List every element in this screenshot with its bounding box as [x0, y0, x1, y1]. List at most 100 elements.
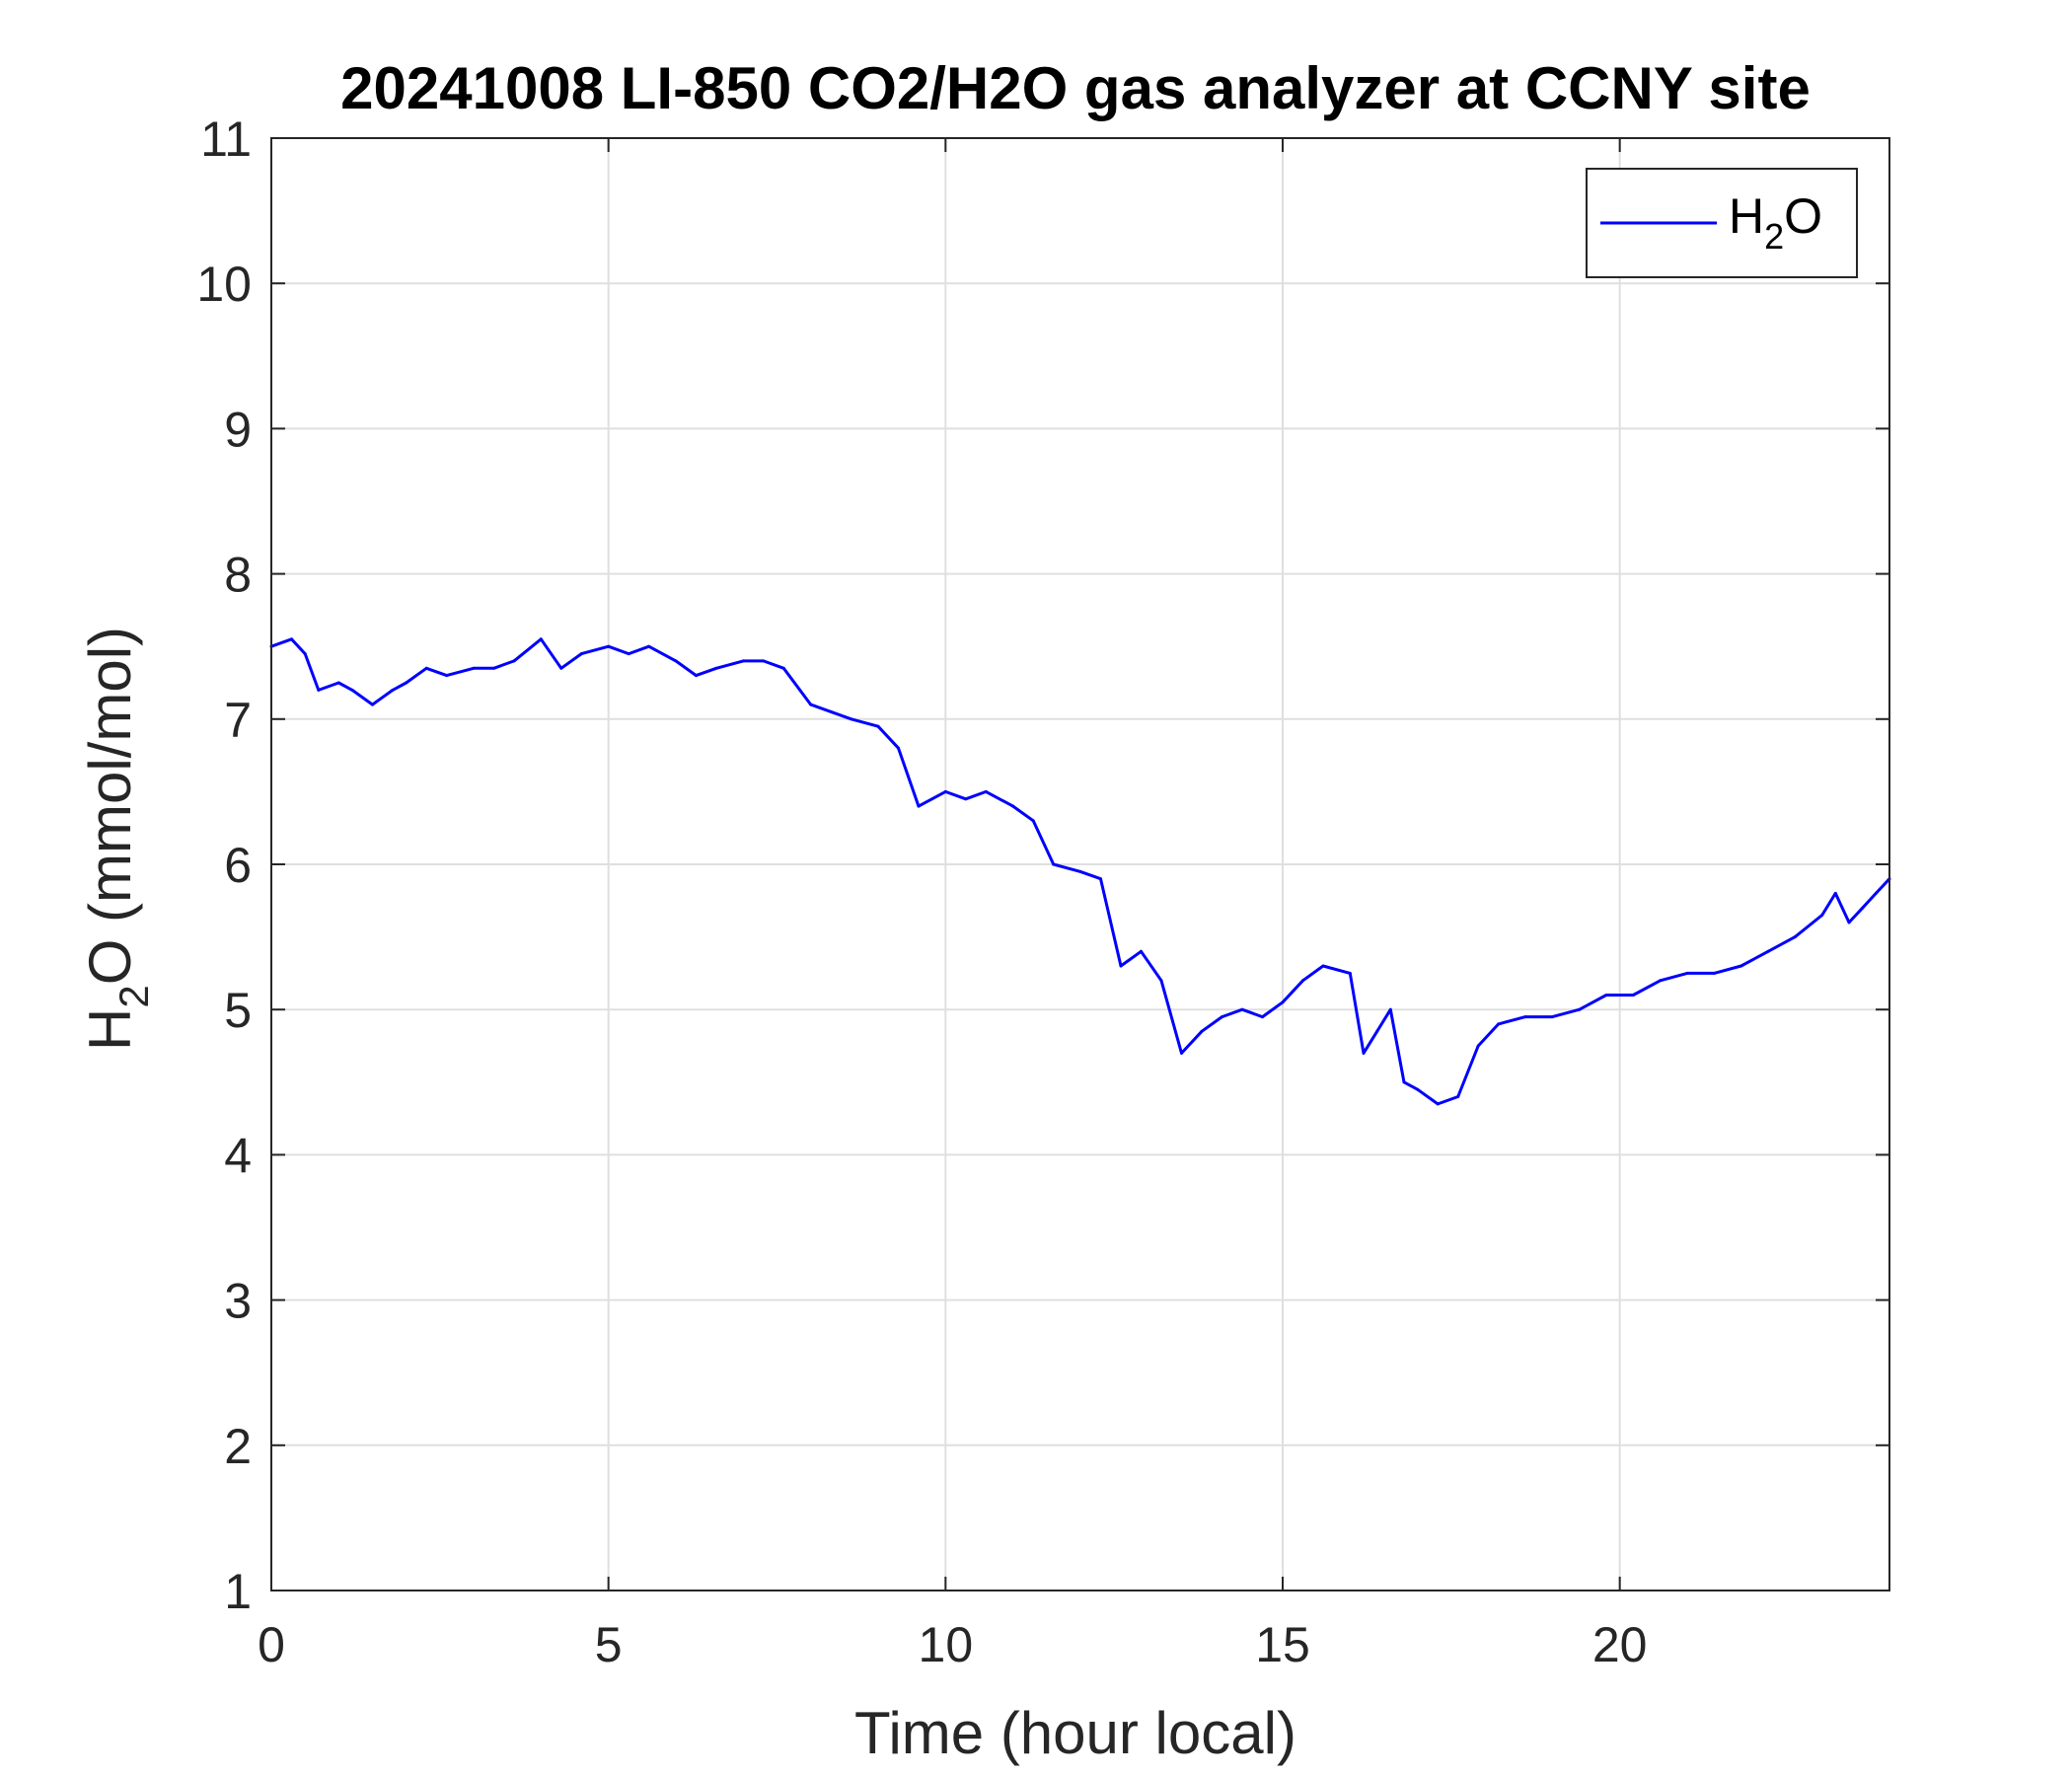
data-point [405, 681, 408, 685]
data-point [1078, 869, 1082, 873]
legend: H2O [1586, 168, 1858, 278]
data-point [1011, 804, 1015, 808]
data-point [472, 666, 476, 670]
data-point [1436, 1102, 1440, 1106]
y-tick-label: 11 [200, 111, 252, 167]
data-point [647, 644, 651, 648]
axes-frame [270, 137, 1890, 1591]
data-point [371, 703, 374, 706]
legend-label-rest: O [1784, 188, 1822, 244]
data-point [350, 688, 354, 692]
data-point [1739, 964, 1743, 968]
x-tick-label: 15 [1255, 1617, 1310, 1672]
data-point [1348, 971, 1352, 975]
data-point [1375, 1029, 1379, 1033]
data-point [695, 674, 698, 678]
legend-label-main: H [1729, 188, 1764, 244]
data-point [1476, 1044, 1480, 1048]
legend-label-subscript: 2 [1764, 216, 1784, 257]
data-point [984, 789, 988, 793]
y-axis-label-main: H [77, 1008, 143, 1051]
x-tick-label: 5 [595, 1617, 623, 1672]
data-point [1180, 1051, 1183, 1055]
data-point [579, 652, 583, 656]
data-point [1261, 1015, 1264, 1019]
data-point [917, 804, 921, 808]
data-point [539, 637, 543, 641]
data-point [897, 746, 900, 750]
data-point [1159, 979, 1163, 983]
y-tick-label: 6 [224, 838, 252, 893]
data-point [1402, 1080, 1406, 1084]
data-point [1793, 935, 1797, 939]
data-point [1456, 1095, 1460, 1098]
data-point [674, 659, 678, 663]
data-point [607, 644, 611, 648]
data-point [1099, 877, 1102, 881]
data-point [876, 724, 880, 728]
data-point [781, 666, 785, 670]
data-point [627, 652, 630, 656]
data-point [1240, 1007, 1244, 1011]
data-point [290, 637, 293, 641]
data-point [714, 666, 718, 670]
data-point [1140, 949, 1143, 953]
y-tick-label: 3 [224, 1274, 252, 1329]
data-point [1031, 819, 1035, 823]
y-tick-label: 5 [224, 983, 252, 1038]
data-point [809, 703, 813, 706]
y-axis-label-rest: O (mmol/mol) [77, 627, 143, 985]
y-tick-label: 2 [224, 1419, 252, 1474]
data-point [1659, 979, 1663, 983]
data-point [1712, 971, 1716, 975]
legend-entry-label: H2O [1729, 188, 1822, 257]
data-point [1861, 906, 1865, 910]
y-tick-label: 1 [224, 1564, 252, 1619]
data-point [850, 717, 853, 721]
data-point [1550, 1015, 1554, 1019]
data-point [445, 674, 449, 678]
data-point [829, 709, 833, 713]
data-point [1604, 994, 1608, 997]
data-point [1281, 1000, 1285, 1004]
data-point [391, 688, 395, 692]
y-tick-label: 8 [224, 548, 252, 603]
y-tick-label: 10 [196, 257, 252, 312]
data-point [492, 666, 495, 670]
data-point [1362, 1051, 1366, 1055]
data-point [1874, 891, 1878, 895]
data-point [1497, 1022, 1501, 1026]
data-point [1685, 971, 1689, 975]
data-point [317, 688, 321, 692]
data-point [741, 659, 745, 663]
x-tick-labels: 0 5 10 15 20 [258, 1617, 1647, 1672]
series-line-0 [270, 637, 1891, 1106]
data-point [1766, 949, 1770, 953]
data-point [1578, 1007, 1582, 1011]
y-tick-labels: 1 2 3 4 5 6 7 8 9 10 11 [196, 111, 252, 1619]
data-point [1820, 914, 1824, 917]
chart-title: 20241008 LI-850 CO2/H2O gas analyzer at … [340, 55, 1811, 121]
y-axis-label: H2O (mmol/mol) [77, 627, 157, 1051]
y-tick-label: 9 [224, 402, 252, 457]
y-tick-label: 7 [224, 693, 252, 748]
data-point [1847, 921, 1851, 925]
y-tick-label: 4 [224, 1128, 252, 1183]
data-point [424, 666, 428, 670]
data-point [1200, 1029, 1204, 1033]
data-point [303, 652, 307, 656]
data-point [336, 681, 340, 685]
data-point [1301, 979, 1304, 983]
data-point [1119, 964, 1123, 968]
y-axis-label-subscript: 2 [111, 985, 157, 1007]
data-point [1523, 1015, 1527, 1019]
data-point [1631, 994, 1635, 997]
data-point [1388, 1007, 1392, 1011]
x-tick-label: 10 [919, 1617, 974, 1672]
x-axis-label: Time (hour local) [854, 1700, 1296, 1766]
x-tick-label: 20 [1592, 1617, 1648, 1672]
data-point [1416, 1087, 1420, 1091]
data-point [1321, 964, 1325, 968]
data-point [1833, 891, 1837, 895]
